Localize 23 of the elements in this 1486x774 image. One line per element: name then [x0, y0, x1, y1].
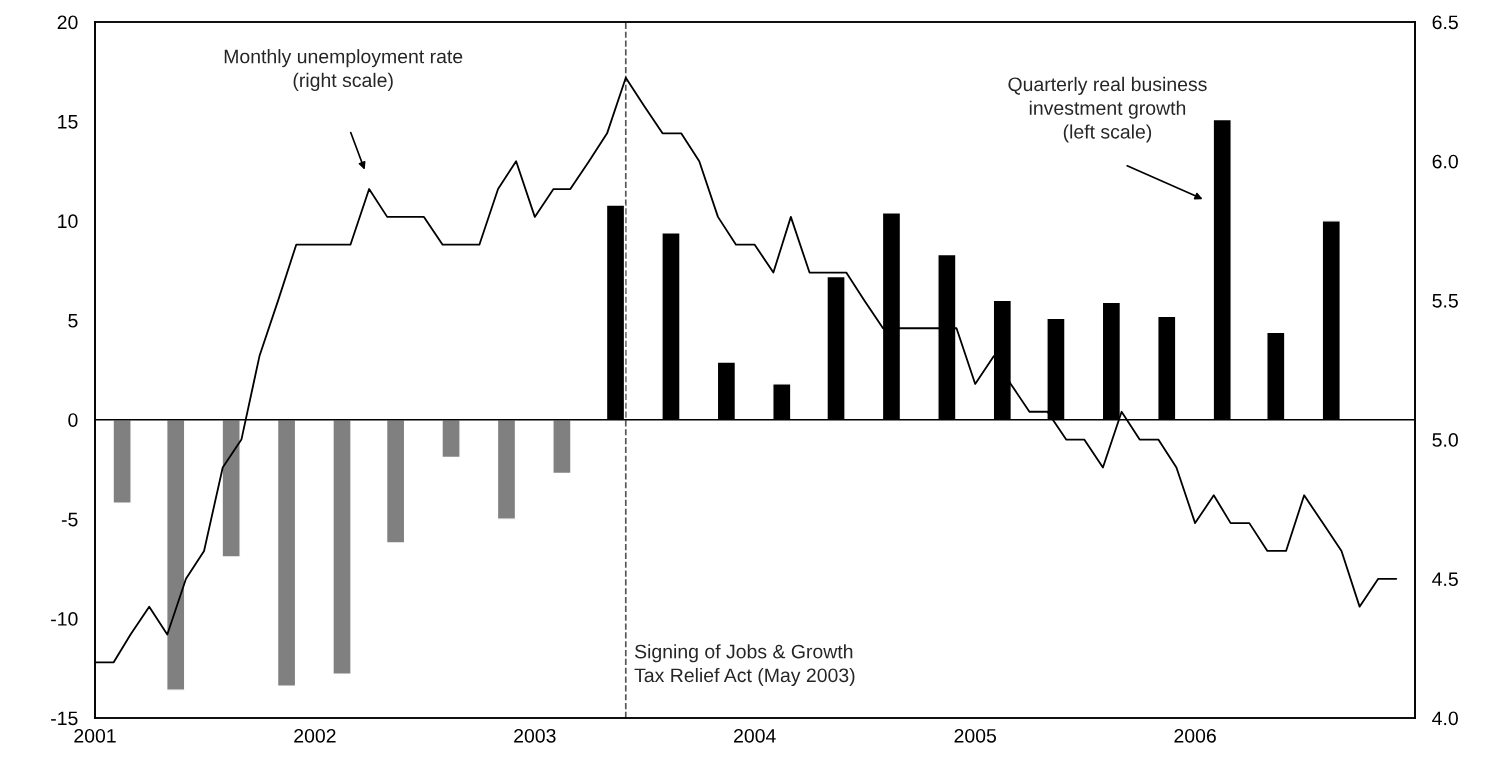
y2-tick-label: 5.5	[1432, 294, 1458, 308]
x-tick-label: 2001	[74, 728, 116, 743]
y-tick-label: 0	[68, 413, 78, 427]
annotation: Quarterly real business investment growth (left scale)	[1008, 76, 1207, 143]
x-tick-label: 2004	[734, 728, 776, 743]
y2-tick-label: 6.5	[1432, 15, 1458, 30]
y-tick-label: -15	[51, 711, 78, 726]
y-tick-label: 5	[68, 313, 78, 328]
y2-tick-label: 6.0	[1432, 154, 1458, 169]
annotation: Monthly unemployment rate (right scale)	[224, 49, 463, 91]
y2-tick-label: 4.0	[1432, 711, 1458, 726]
y-tick-label: -5	[61, 512, 78, 527]
x-tick-label: 2002	[294, 728, 336, 743]
y2-tick-label: 5.0	[1432, 433, 1458, 447]
ref-line-label: Signing of Jobs & Growth Tax Relief Act (May 2003)	[634, 644, 855, 687]
y-tick-label: 10	[58, 214, 78, 229]
y-tick-label: 15	[58, 115, 78, 129]
y-tick-label: 20	[57, 15, 78, 30]
x-tick-label: 2006	[1174, 728, 1216, 743]
x-tick-label: 2003	[514, 728, 556, 743]
y-tick-label: -10	[51, 612, 78, 626]
y2-tick-label: 4.5	[1432, 572, 1458, 587]
x-tick-label: 2005	[954, 728, 997, 743]
